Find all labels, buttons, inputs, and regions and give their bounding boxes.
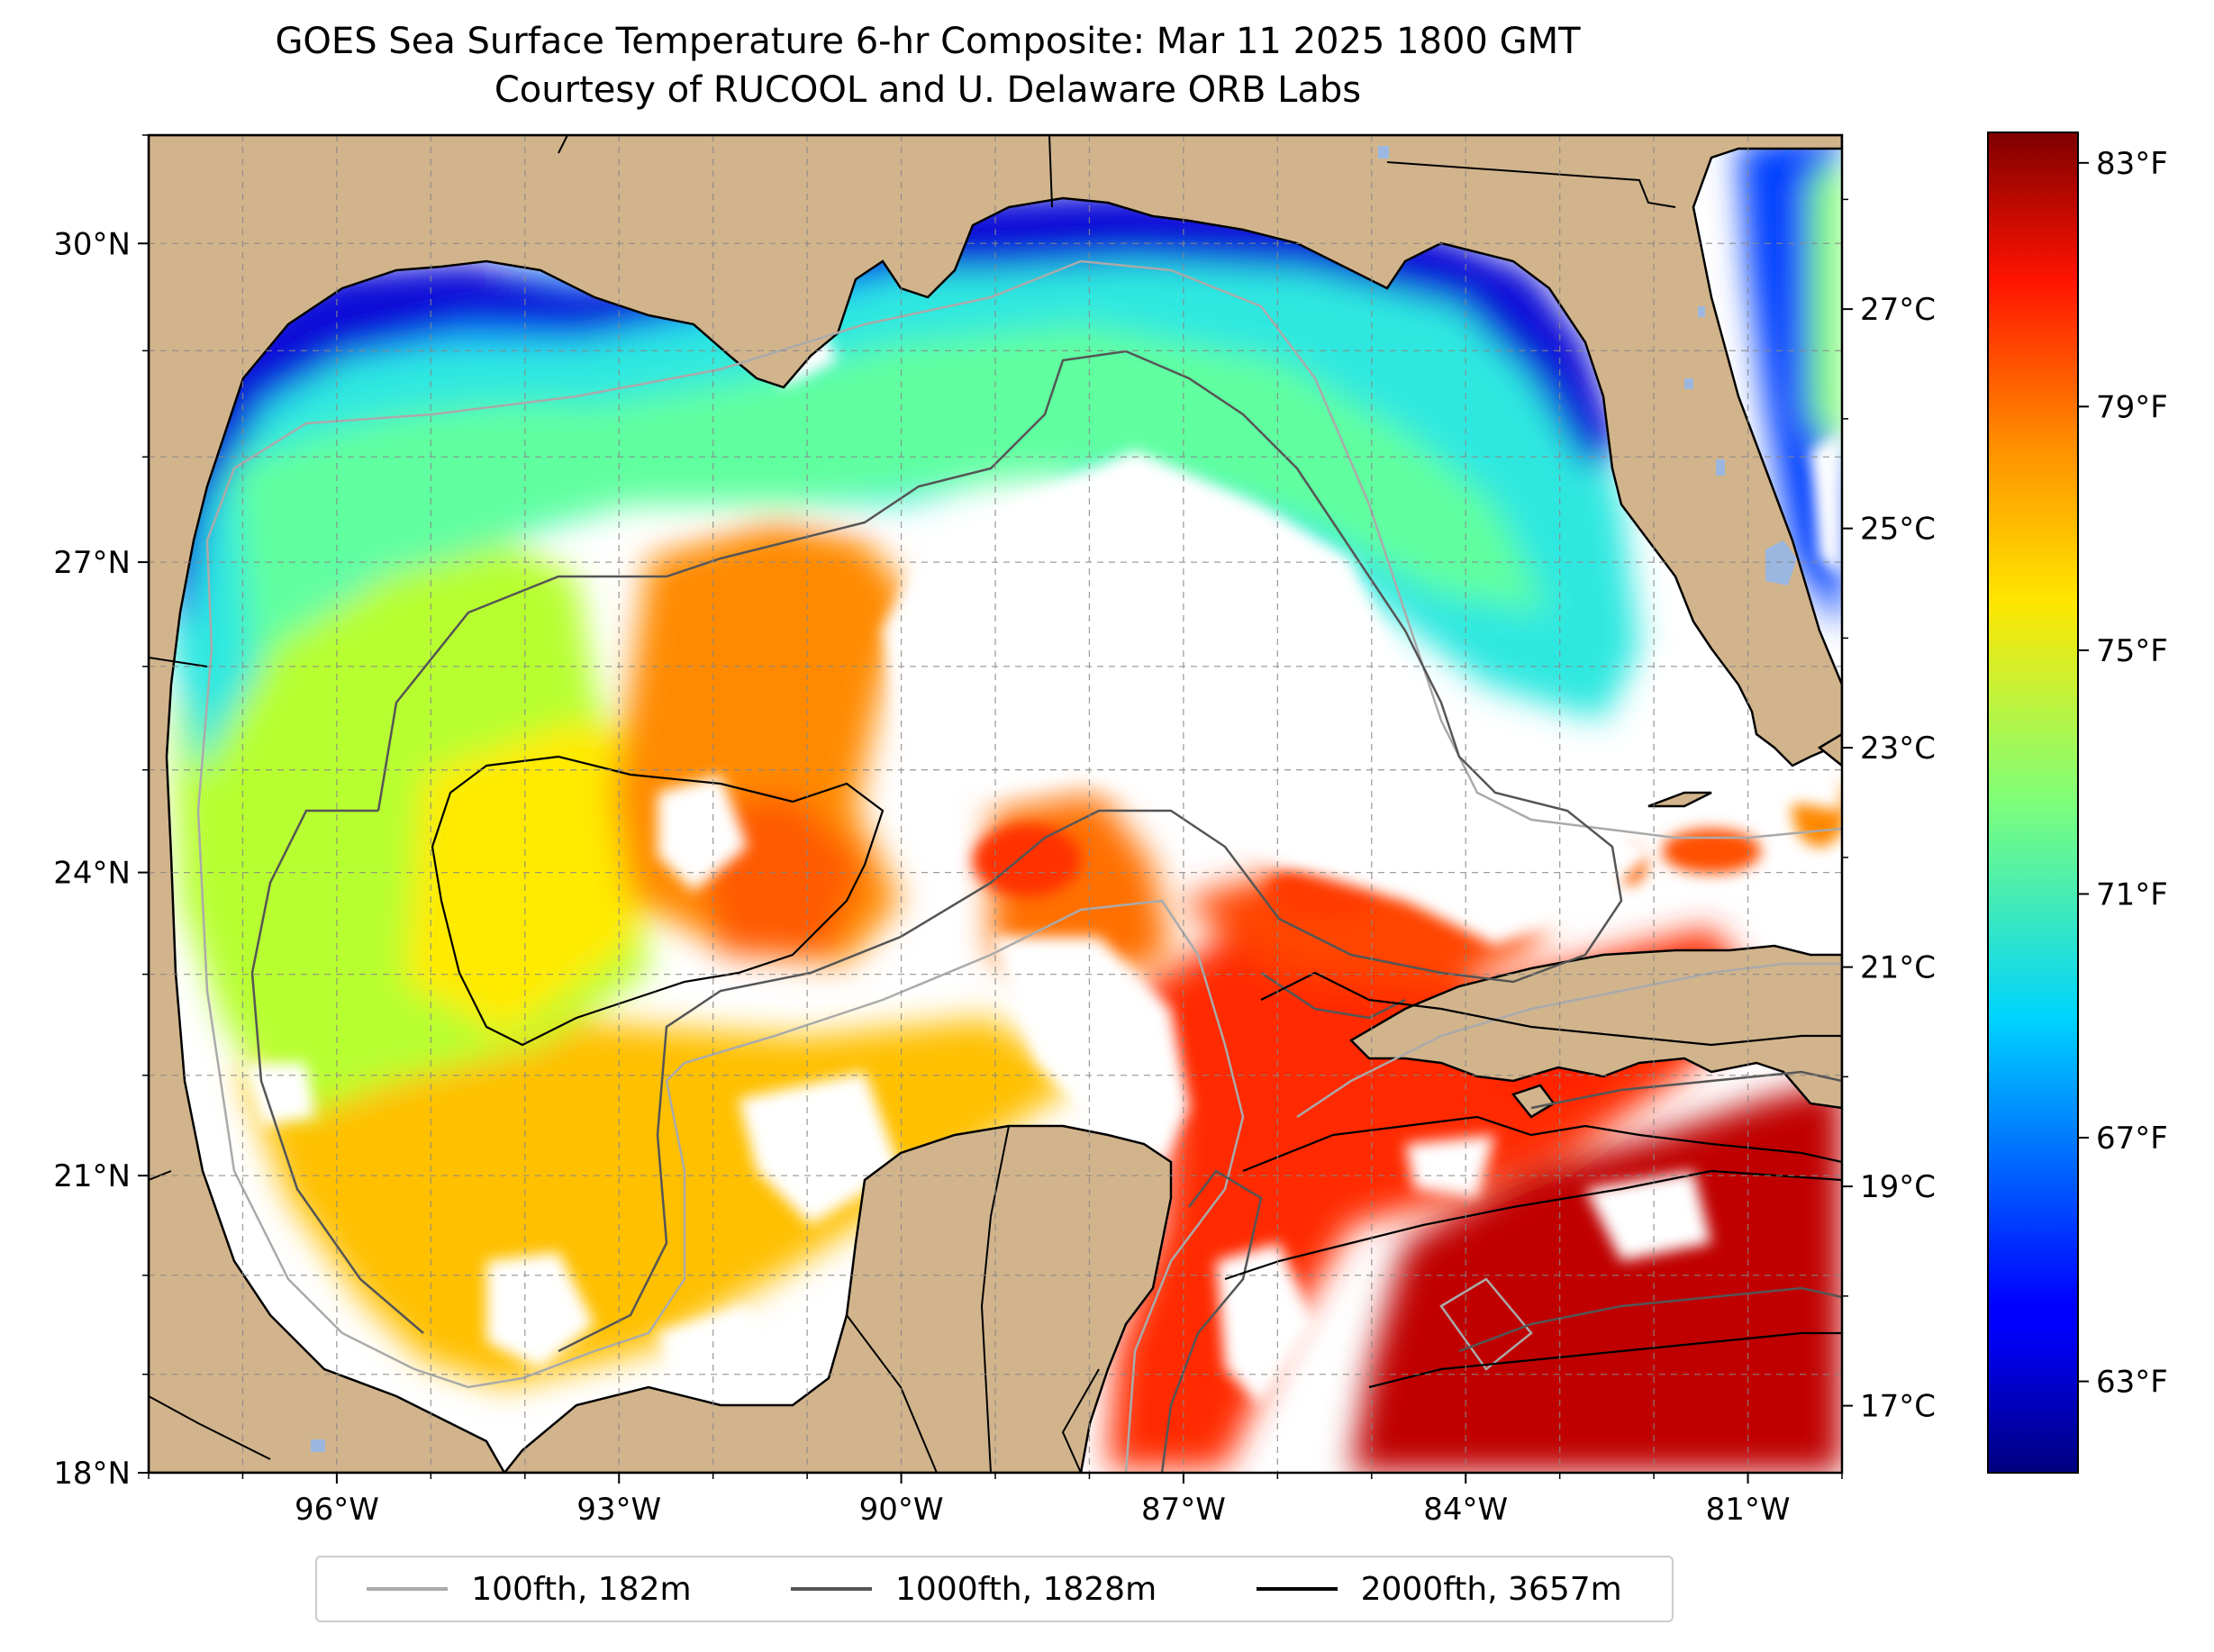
lon-tick-label: 81°W xyxy=(1706,1492,1791,1528)
land-areas xyxy=(149,135,1842,1473)
lat-tick-label: 30°N xyxy=(53,226,131,262)
contour-2000fth xyxy=(431,755,1842,1389)
colorbar xyxy=(1987,132,2079,1474)
fahrenheit-tick-label: 67°F xyxy=(2096,1121,2168,1157)
contour-1000fth xyxy=(250,349,1842,1473)
map-area xyxy=(149,135,1842,1473)
fahrenheit-tick-label: 83°F xyxy=(2096,146,2168,182)
title-line-1: GOES Sea Surface Temperature 6-hr Compos… xyxy=(275,21,1581,62)
contour-legend: 100fth, 182m 1000fth, 1828m 2000fth, 365… xyxy=(315,1556,1674,1622)
lon-tick-label: 84°W xyxy=(1423,1492,1508,1528)
legend-label-100fth: 100fth, 182m xyxy=(471,1570,692,1608)
lon-tick-label: 96°W xyxy=(295,1492,379,1528)
title-line-2: Courtesy of RUCOOL and U. Delaware ORB L… xyxy=(494,69,1362,111)
longitude-axis: 96°W 93°W 90°W 87°W 84°W 81°W xyxy=(148,1473,1843,1528)
celsius-tick-label: 25°C xyxy=(1860,512,1936,548)
graticule xyxy=(149,135,1842,1473)
legend-swatch-1000fth xyxy=(790,1587,872,1591)
celsius-tick-label: 23°C xyxy=(1860,731,1936,767)
fahrenheit-tick-label: 79°F xyxy=(2096,389,2168,425)
celsius-tick-label: 19°C xyxy=(1860,1169,1936,1205)
celsius-tick-label: 17°C xyxy=(1860,1389,1936,1425)
celsius-axis: 27°C 25°C 23°C 21°C 19°C 17°C xyxy=(1842,198,1936,1425)
legend-label-2000fth: 2000fth, 3657m xyxy=(1360,1570,1622,1608)
lat-tick-label: 27°N xyxy=(53,545,131,581)
lat-tick-label: 24°N xyxy=(53,856,131,892)
legend-swatch-2000fth xyxy=(1256,1587,1338,1591)
celsius-tick-label: 27°C xyxy=(1860,292,1936,328)
bathymetry-contours xyxy=(196,259,1842,1473)
inland-water xyxy=(311,146,1797,1452)
lon-tick-label: 93°W xyxy=(576,1492,661,1528)
legend-item-2000fth: 2000fth, 3657m xyxy=(1256,1570,1622,1608)
lon-tick-label: 90°W xyxy=(859,1492,944,1528)
legend-swatch-100fth xyxy=(367,1587,449,1591)
colorbar-fahrenheit-axis: 83°F 79°F 75°F 71°F 67°F 63°F xyxy=(2078,146,2168,1401)
lon-tick-label: 87°W xyxy=(1141,1492,1226,1528)
legend-item-100fth: 100fth, 182m xyxy=(367,1570,692,1608)
celsius-tick-label: 21°C xyxy=(1860,950,1936,986)
legend-label-1000fth: 1000fth, 1828m xyxy=(894,1570,1157,1608)
fahrenheit-tick-label: 71°F xyxy=(2096,876,2168,912)
legend-item-1000fth: 1000fth, 1828m xyxy=(790,1570,1157,1608)
lat-tick-label: 21°N xyxy=(53,1158,131,1194)
latitude-axis: 30°N 27°N 24°N 21°N 18°N xyxy=(53,134,149,1492)
contour-100fth xyxy=(196,259,1842,1473)
lat-tick-label: 18°N xyxy=(53,1456,131,1492)
fahrenheit-tick-label: 63°F xyxy=(2096,1365,2168,1401)
fahrenheit-tick-label: 75°F xyxy=(2096,633,2168,669)
political-borders xyxy=(149,135,1676,1473)
